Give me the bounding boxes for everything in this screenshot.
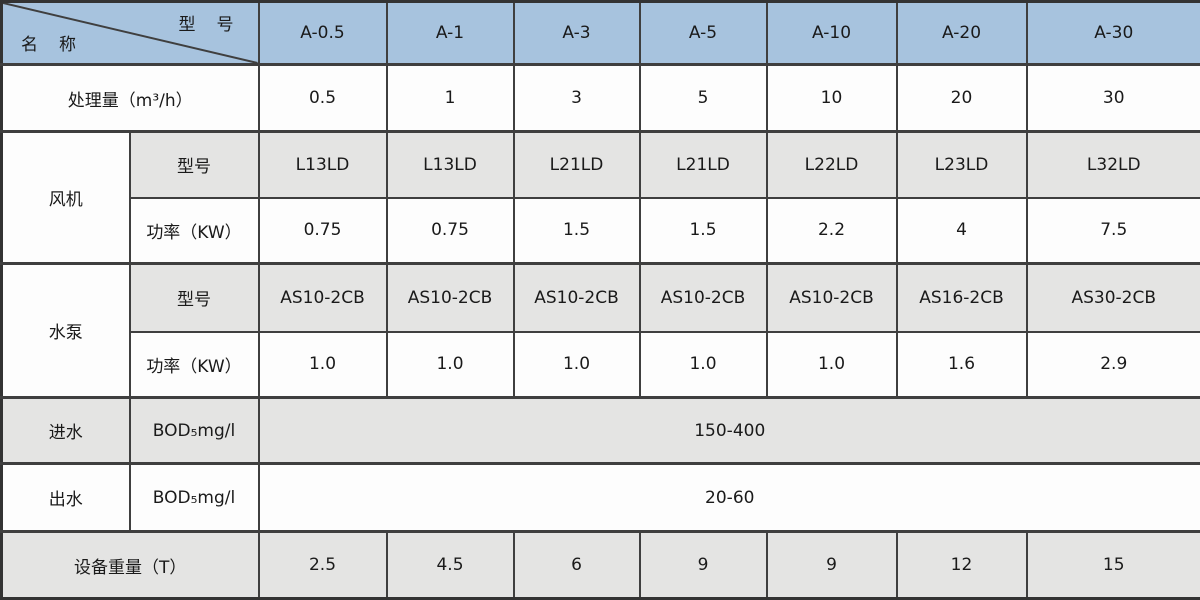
fan-power-cell: 0.75 — [387, 198, 514, 264]
fan-power-label: 功率（KW） — [130, 198, 259, 264]
capacity-value-cell: 5 — [640, 65, 767, 132]
pump-power-row: 功率（KW） 1.0 1.0 1.0 1.0 1.0 1.6 2.9 — [2, 332, 1200, 398]
capacity-value-cell: 1 — [387, 65, 514, 132]
fan-model-row: 风机 型号 L13LD L13LD L21LD L21LD L22LD L23L… — [2, 132, 1200, 198]
pump-power-label: 功率（KW） — [130, 332, 259, 398]
capacity-row: 处理量（m³/h） 0.5 1 3 5 10 20 30 — [2, 65, 1200, 132]
outlet-value-cell: 20-60 — [259, 464, 1200, 532]
weight-value-cell: 9 — [767, 532, 897, 599]
capacity-value-cell: 3 — [514, 65, 640, 132]
fan-power-cell: 0.75 — [259, 198, 387, 264]
capacity-value-cell: 20 — [897, 65, 1027, 132]
fan-power-cell: 4 — [897, 198, 1027, 264]
fan-power-row: 功率（KW） 0.75 0.75 1.5 1.5 2.2 4 7.5 — [2, 198, 1200, 264]
column-header: A-3 — [514, 2, 640, 65]
pump-model-cell: AS10-2CB — [767, 264, 897, 332]
column-header: A-30 — [1027, 2, 1200, 65]
inlet-bod-label: BOD₅mg/l — [130, 398, 259, 464]
pump-model-cell: AS30-2CB — [1027, 264, 1200, 332]
fan-model-cell: L21LD — [640, 132, 767, 198]
weight-value-cell: 2.5 — [259, 532, 387, 599]
column-header: A-0.5 — [259, 2, 387, 65]
fan-model-cell: L23LD — [897, 132, 1027, 198]
inlet-label: 进水 — [2, 398, 130, 464]
fan-model-cell: L13LD — [259, 132, 387, 198]
fan-group-label: 风机 — [2, 132, 130, 264]
pump-power-cell: 1.0 — [640, 332, 767, 398]
corner-label-model: 型 号 — [179, 10, 236, 35]
weight-value-cell: 9 — [640, 532, 767, 599]
capacity-value-cell: 0.5 — [259, 65, 387, 132]
weight-value-cell: 15 — [1027, 532, 1200, 599]
fan-power-cell: 1.5 — [514, 198, 640, 264]
pump-power-cell: 1.6 — [897, 332, 1027, 398]
weight-value-cell: 6 — [514, 532, 640, 599]
outlet-row: 出水 BOD₅mg/l 20-60 — [2, 464, 1200, 532]
pump-model-label: 型号 — [130, 264, 259, 332]
capacity-value-cell: 10 — [767, 65, 897, 132]
header-row: 型 号 名 称 A-0.5 A-1 A-3 A-5 A-10 A-20 A-30 — [2, 2, 1200, 65]
column-header: A-5 — [640, 2, 767, 65]
weight-value-cell: 12 — [897, 532, 1027, 599]
capacity-value-cell: 30 — [1027, 65, 1200, 132]
fan-model-cell: L22LD — [767, 132, 897, 198]
fan-model-cell: L21LD — [514, 132, 640, 198]
capacity-label: 处理量（m³/h） — [2, 65, 259, 132]
weight-row: 设备重量（T） 2.5 4.5 6 9 9 12 15 — [2, 532, 1200, 599]
fan-power-cell: 2.2 — [767, 198, 897, 264]
corner-label-name: 名 称 — [21, 30, 78, 55]
weight-value-cell: 4.5 — [387, 532, 514, 599]
column-header: A-10 — [767, 2, 897, 65]
inlet-value-cell: 150-400 — [259, 398, 1200, 464]
column-header: A-20 — [897, 2, 1027, 65]
fan-model-cell: L32LD — [1027, 132, 1200, 198]
pump-power-cell: 1.0 — [767, 332, 897, 398]
pump-power-cell: 1.0 — [514, 332, 640, 398]
corner-header-cell: 型 号 名 称 — [2, 2, 259, 65]
pump-group-label: 水泵 — [2, 264, 130, 398]
outlet-label: 出水 — [2, 464, 130, 532]
outlet-bod-label: BOD₅mg/l — [130, 464, 259, 532]
pump-power-cell: 2.9 — [1027, 332, 1200, 398]
weight-label: 设备重量（T） — [2, 532, 259, 599]
pump-model-row: 水泵 型号 AS10-2CB AS10-2CB AS10-2CB AS10-2C… — [2, 264, 1200, 332]
pump-model-cell: AS10-2CB — [640, 264, 767, 332]
fan-power-cell: 7.5 — [1027, 198, 1200, 264]
pump-model-cell: AS10-2CB — [514, 264, 640, 332]
fan-power-cell: 1.5 — [640, 198, 767, 264]
pump-power-cell: 1.0 — [259, 332, 387, 398]
fan-model-cell: L13LD — [387, 132, 514, 198]
fan-model-label: 型号 — [130, 132, 259, 198]
pump-model-cell: AS10-2CB — [259, 264, 387, 332]
pump-power-cell: 1.0 — [387, 332, 514, 398]
column-header: A-1 — [387, 2, 514, 65]
pump-model-cell: AS16-2CB — [897, 264, 1027, 332]
pump-model-cell: AS10-2CB — [387, 264, 514, 332]
inlet-row: 进水 BOD₅mg/l 150-400 — [2, 398, 1200, 464]
